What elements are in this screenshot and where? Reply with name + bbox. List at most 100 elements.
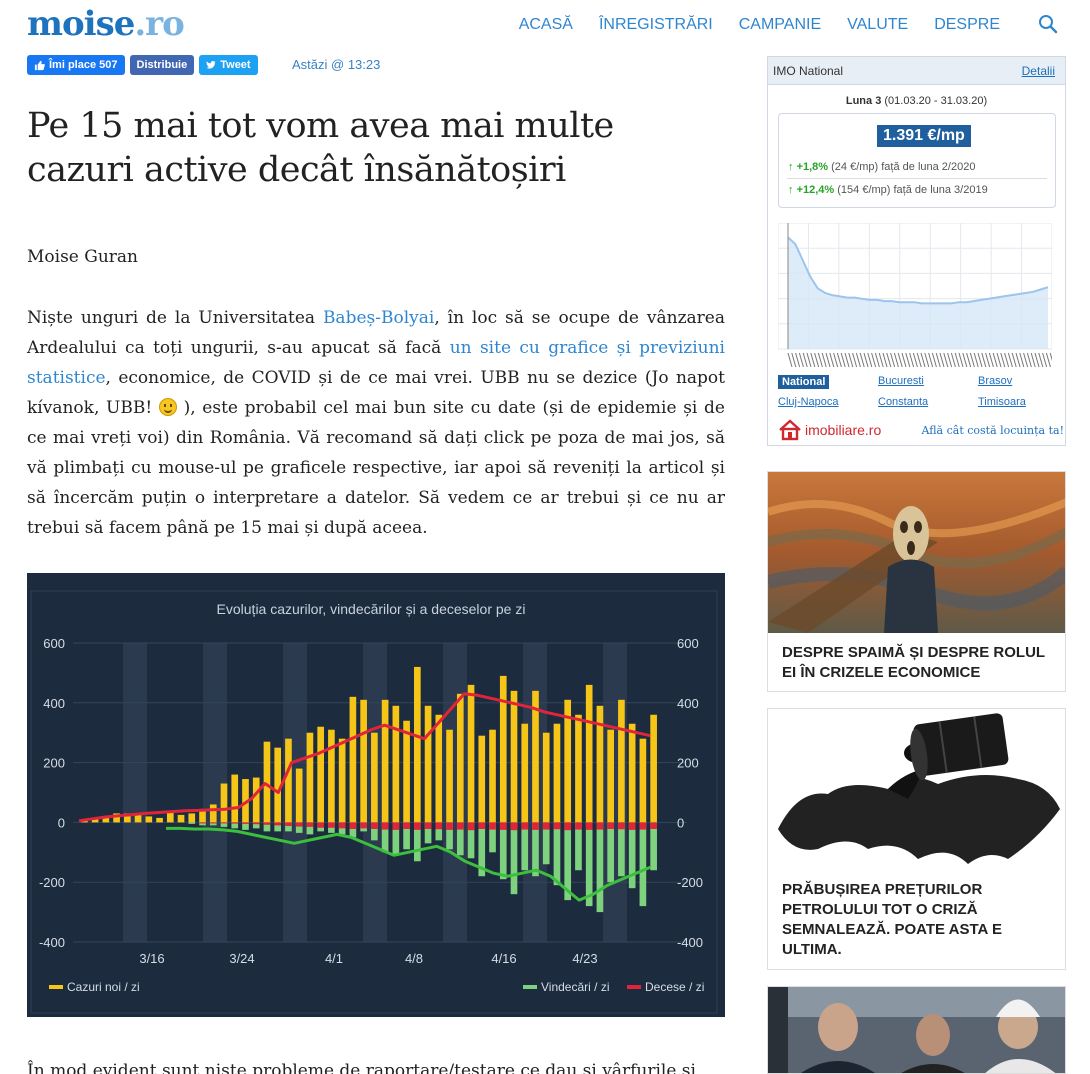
axis-tick [1038, 352, 1044, 368]
y-tick-right: 200 [677, 756, 699, 771]
legend-swatch [523, 985, 537, 989]
link-babes-bolyai[interactable]: Babeș-Bolyai [322, 308, 435, 328]
imo-price-graph[interactable] [778, 223, 1052, 371]
axis-tick [886, 352, 892, 368]
nav-acasa[interactable]: ACASĂ [518, 16, 573, 33]
axis-tick [1045, 352, 1051, 368]
nav-campanie[interactable]: CAMPANIE [738, 16, 822, 33]
y-tick-right: -400 [677, 935, 703, 950]
bar [510, 822, 518, 831]
region-timisoara[interactable]: Timisoara [978, 396, 1026, 408]
bar [424, 822, 432, 844]
legend-label: Cazuri noi / zi [67, 980, 140, 994]
imo-details-link[interactable]: Detalii [1021, 63, 1055, 78]
bar [242, 822, 249, 830]
bar [446, 822, 453, 850]
axis-tick [962, 352, 968, 368]
axis-tick [867, 352, 873, 368]
bar [242, 822, 249, 824]
axis-tick [787, 352, 793, 368]
bar [285, 822, 292, 832]
nav-valute[interactable]: VALUTE [847, 16, 909, 33]
nav-inregistrari[interactable]: ÎNREGISTRĂRI [598, 16, 713, 33]
axis-tick [802, 352, 808, 368]
tweet-button[interactable]: Tweet [199, 55, 258, 75]
legend-swatch [627, 985, 641, 989]
bar [156, 817, 163, 823]
y-tick-right: -200 [677, 875, 703, 890]
sidebar-article-card[interactable]: PRĂBUȘIREA PREȚURILOR PETROLULUI TOT O C… [767, 708, 1066, 970]
text-segment: , în loc să se ocupe de vânzarea Ardealu… [27, 308, 725, 358]
axis-tick [950, 352, 956, 368]
region-constanta[interactable]: Constanta [878, 396, 929, 408]
bar [542, 822, 550, 865]
bar [285, 738, 292, 823]
bar [478, 822, 486, 877]
bar [521, 822, 529, 830]
axis-tick [1030, 352, 1036, 368]
axis-tick [1019, 352, 1025, 368]
bar [435, 822, 443, 830]
bar [328, 729, 335, 823]
covid-chart: 600 600 400 400 200 200 0 0 -200 -200 -400 -400 Evol… [30, 590, 718, 1014]
bar [295, 768, 303, 823]
axis-tick [1042, 352, 1048, 368]
imo-period-label: Luna 3 [845, 95, 882, 107]
imobiliare-tagline[interactable]: Află cât costă locuința ta! [921, 423, 1064, 437]
region-national[interactable]: National [778, 375, 830, 389]
bar [414, 666, 421, 823]
imobiliare-brand: imobiliare.ro [805, 422, 882, 438]
card-caption: PRĂBUȘIREA PREȚURILOR PETROLULUI TOT O C… [782, 881, 1003, 958]
x-tick: 4/1 [325, 951, 343, 966]
search-icon[interactable] [1038, 14, 1058, 34]
bar [532, 822, 539, 830]
axis-tick [969, 352, 975, 368]
imobiliare-logo[interactable]: imobiliare.ro [778, 419, 881, 441]
bar [607, 822, 614, 883]
bar [618, 822, 625, 877]
nav-despre[interactable]: DESPRE [934, 16, 1000, 33]
axis-tick [833, 352, 839, 368]
bar [199, 808, 206, 823]
region-cluj[interactable]: Cluj-Napoca [778, 396, 839, 408]
covid-chart-image[interactable]: 600 600 400 400 200 200 0 0 -200 -200 -400 -400 Evol… [27, 573, 725, 1017]
card-caption: DESPRE SPAIMĂ ȘI DESPRE ROLUL EI ÎN CRIZ… [782, 644, 1045, 681]
axis-tick [1034, 352, 1040, 368]
bar [650, 822, 657, 871]
bar [338, 822, 346, 829]
bar [349, 822, 357, 829]
facebook-share-button[interactable]: Distribuie [129, 55, 195, 75]
axis-tick [988, 352, 994, 368]
axis-tick [1004, 352, 1010, 368]
site-logo[interactable]: moise.ro [27, 4, 185, 44]
bar [553, 822, 561, 830]
axis-tick [1007, 352, 1013, 368]
axis-tick [806, 352, 812, 368]
sidebar-article-card[interactable] [767, 986, 1066, 1074]
link-ubb-site[interactable]: un site cu grafice și previziuni statist… [27, 338, 725, 388]
region-bucuresti[interactable]: Bucuresti [878, 375, 924, 387]
bar [424, 705, 432, 823]
bar [564, 822, 572, 901]
axis-tick [985, 352, 991, 368]
bar [596, 705, 604, 823]
y-tick-left: 0 [58, 815, 65, 830]
facebook-like-button[interactable]: Îmi place 507 [27, 55, 125, 75]
bar [456, 693, 464, 823]
text-segment: ), este probabil cel mai bun site cu dat… [27, 398, 725, 538]
bar [285, 822, 292, 826]
axis-tick [916, 352, 922, 368]
y-tick-left: 200 [43, 756, 65, 771]
bar [263, 822, 271, 832]
recoveries-trend-line [166, 826, 651, 902]
sidebar-article-card[interactable]: DESPRE SPAIMĂ ȘI DESPRE ROLUL EI ÎN CRIZ… [767, 471, 1066, 692]
bar [220, 822, 228, 824]
axis-tick [893, 352, 899, 368]
bar [209, 804, 217, 823]
bar [650, 714, 657, 823]
bar [478, 735, 486, 823]
bar [639, 738, 647, 823]
axis-tick [947, 352, 953, 368]
region-brasov[interactable]: Brasov [978, 375, 1013, 387]
axis-tick [996, 352, 1002, 368]
